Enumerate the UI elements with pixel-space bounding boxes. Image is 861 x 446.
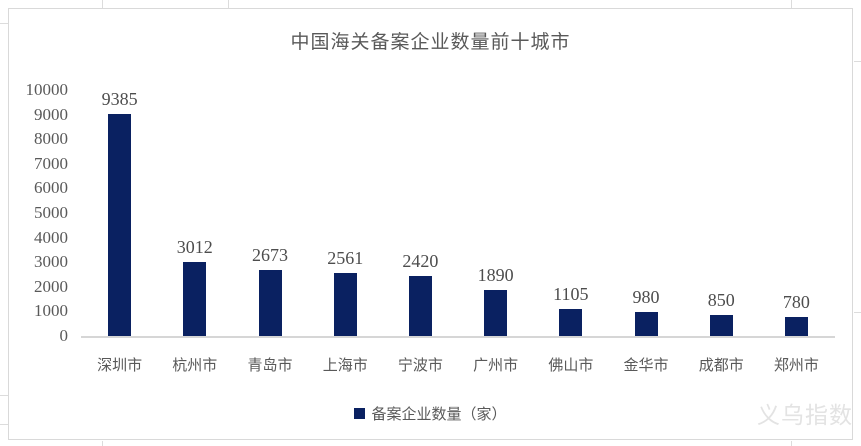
bar-group-深圳市: 9385 (82, 90, 157, 336)
legend-swatch-icon (354, 408, 366, 419)
bar (559, 309, 583, 336)
x-axis-category-label: 上海市 (322, 357, 368, 374)
x-axis-category-label: 佛山市 (548, 357, 594, 374)
spreadsheet-gridline (791, 441, 792, 446)
bar-value-label: 2561 (327, 248, 364, 268)
bar-value-label: 9385 (101, 89, 138, 109)
legend-series-label: 备案企业数量（家） (371, 406, 507, 423)
bar-value-label: 2420 (402, 251, 439, 271)
spreadsheet-gridline (791, 0, 792, 8)
y-axis-tick-label: 0 (59, 326, 69, 345)
y-axis-tick-label: 8000 (34, 129, 68, 149)
bar (408, 276, 432, 336)
bar (183, 262, 207, 336)
bar (108, 114, 132, 336)
x-axis-category-label: 金华市 (623, 357, 669, 374)
x-axis-category-label: 深圳市 (97, 357, 143, 374)
y-axis-tick-label: 9000 (34, 104, 68, 124)
x-axis-category-label: 成都市 (698, 357, 744, 374)
y-axis-tick-label: 2000 (34, 276, 68, 296)
x-axis-category-label: 杭州市 (172, 357, 218, 374)
watermark-text: 义乌指数 (757, 402, 853, 428)
x-axis-category-label: 青岛市 (247, 357, 293, 374)
bar-group-金华市: 980 (608, 90, 683, 336)
bar-group-郑州市: 780 (759, 90, 834, 336)
y-axis-tick-label: 3000 (34, 252, 68, 272)
spreadsheet-gridline (228, 0, 229, 8)
y-axis-tick-label: 5000 (34, 203, 68, 222)
chart-legend: 备案企业数量（家） (0, 403, 861, 424)
x-axis-category-label: 广州市 (473, 357, 519, 374)
spreadsheet-gridline (102, 441, 103, 446)
chart-area-border (8, 8, 853, 440)
bar-value-label: 2673 (252, 245, 288, 265)
chart-title: 中国海关备案企业数量前十城市 (290, 32, 571, 53)
bar (333, 273, 357, 336)
spreadsheet-gridline (102, 0, 103, 8)
bar-group-青岛市: 2673 (232, 90, 307, 336)
spreadsheet-gridline (0, 395, 8, 396)
y-axis-tick-label: 4000 (34, 227, 68, 247)
x-axis-line (81, 336, 835, 338)
spreadsheet-gridline (854, 312, 861, 313)
bar-group-佛山市: 1105 (533, 90, 608, 336)
bar-group-杭州市: 3012 (157, 90, 232, 336)
bar (784, 317, 808, 336)
bar-value-label: 3012 (176, 237, 213, 257)
spreadsheet-gridline (854, 61, 861, 62)
x-axis-category-label: 宁波市 (397, 357, 443, 374)
bar-plot-area: 9385 3012 2673 2561 2420 1890 1105 980 850 780 (82, 90, 834, 336)
bar (484, 290, 508, 336)
bar-value-label: 1105 (553, 284, 589, 304)
spreadsheet-gridline (0, 23, 8, 24)
bar (258, 270, 282, 336)
bar-value-label: 850 (707, 290, 735, 310)
bar-value-label: 1890 (477, 265, 514, 285)
spreadsheet-gridline (0, 424, 8, 425)
bar-value-label: 780 (782, 292, 810, 312)
y-axis-tick-label: 7000 (34, 153, 68, 173)
bar-group-上海市: 2561 (308, 90, 383, 336)
bar (634, 312, 658, 336)
y-axis-tick-label: 1000 (34, 301, 68, 321)
bar (709, 315, 733, 336)
bar-group-成都市: 850 (684, 90, 759, 336)
bar-value-label: 980 (632, 287, 660, 307)
x-axis-category-label: 郑州市 (773, 357, 819, 374)
x-axis-category-labels: 深圳市 杭州市 青岛市 上海市 宁波市 广州市 佛山市 金华市 成都市 郑州市 (82, 354, 834, 375)
y-axis-tick-label: 10000 (25, 80, 69, 99)
bar-group-宁波市: 2420 (383, 90, 458, 336)
bar-group-广州市: 1890 (458, 90, 533, 336)
y-axis-tick-label: 6000 (34, 178, 68, 198)
